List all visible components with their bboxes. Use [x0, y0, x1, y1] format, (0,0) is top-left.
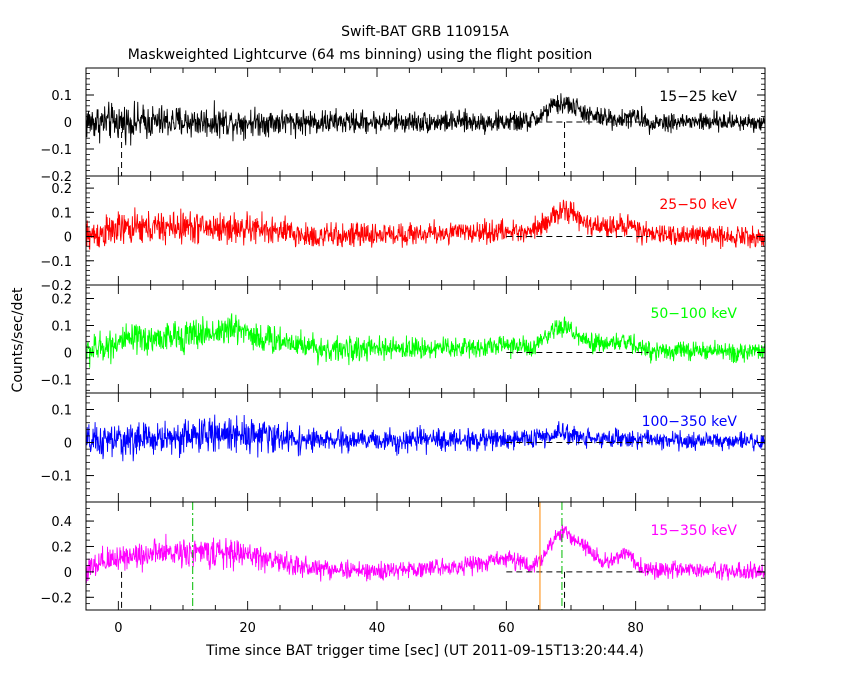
y-tick-label: 0 [64, 231, 72, 246]
chart-title: Swift-BAT GRB 110915A [341, 24, 509, 40]
band-label: 25−50 keV [659, 197, 737, 213]
y-tick-label: 0 [64, 437, 72, 452]
y-tick-label: 0.1 [51, 320, 72, 335]
series-line [86, 93, 765, 146]
band-label: 15−25 keV [659, 89, 737, 105]
y-tick-label: −0.1 [40, 470, 72, 485]
y-tick-label: 0.1 [51, 404, 72, 419]
band-label: 15−350 keV [650, 523, 737, 539]
y-tick-label: −0.2 [40, 170, 72, 185]
y-tick-label: 0.1 [51, 206, 72, 221]
x-tick-label: 20 [239, 621, 256, 636]
y-tick-label: 0 [64, 116, 72, 131]
series-line [86, 524, 765, 584]
x-axis-label: Time since BAT trigger time [sec] (UT 20… [205, 643, 644, 659]
x-tick-label: 80 [627, 621, 644, 636]
y-tick-label: 0.2 [51, 293, 72, 308]
panel-15-350-kev: 0.4 0.2 0 −0.2 15−350 keV [40, 501, 766, 611]
series-line [86, 313, 765, 368]
chart-subtitle: Maskweighted Lightcurve (64 ms binning) … [128, 47, 593, 63]
y-tick-label: 0.4 [51, 515, 72, 530]
y-tick-label: 0 [64, 566, 72, 581]
y-tick-label: −0.2 [40, 591, 72, 606]
y-tick-label: −0.1 [40, 374, 72, 389]
x-tick-label: 60 [498, 621, 515, 636]
band-label: 100−350 keV [642, 414, 738, 430]
y-tick-label: 0.1 [51, 89, 72, 104]
panels-group: 0.1 0 −0.1 −0.2 15−25 keV 0.2 0.1 0 −0.1 −0.2 25−5… [40, 67, 766, 636]
series-line [86, 199, 765, 250]
band-label: 50−100 keV [650, 306, 737, 322]
series-line [86, 414, 765, 462]
y-tick-label: 0 [64, 347, 72, 362]
y-tick-label: −0.1 [40, 255, 72, 270]
y-tick-label: −0.2 [40, 279, 72, 294]
y-tick-label: −0.1 [40, 143, 72, 158]
y-tick-label: 0.2 [51, 540, 72, 555]
x-tick-label: 40 [369, 621, 386, 636]
y-axis-label: Counts/sec/det [10, 287, 26, 392]
x-tick-label: 0 [114, 621, 122, 636]
panel-15-25-kev: 0.1 0 −0.1 −0.2 15−25 keV [40, 67, 766, 185]
panel-frame [85, 501, 766, 611]
y-tick-label: 0.2 [51, 182, 72, 197]
